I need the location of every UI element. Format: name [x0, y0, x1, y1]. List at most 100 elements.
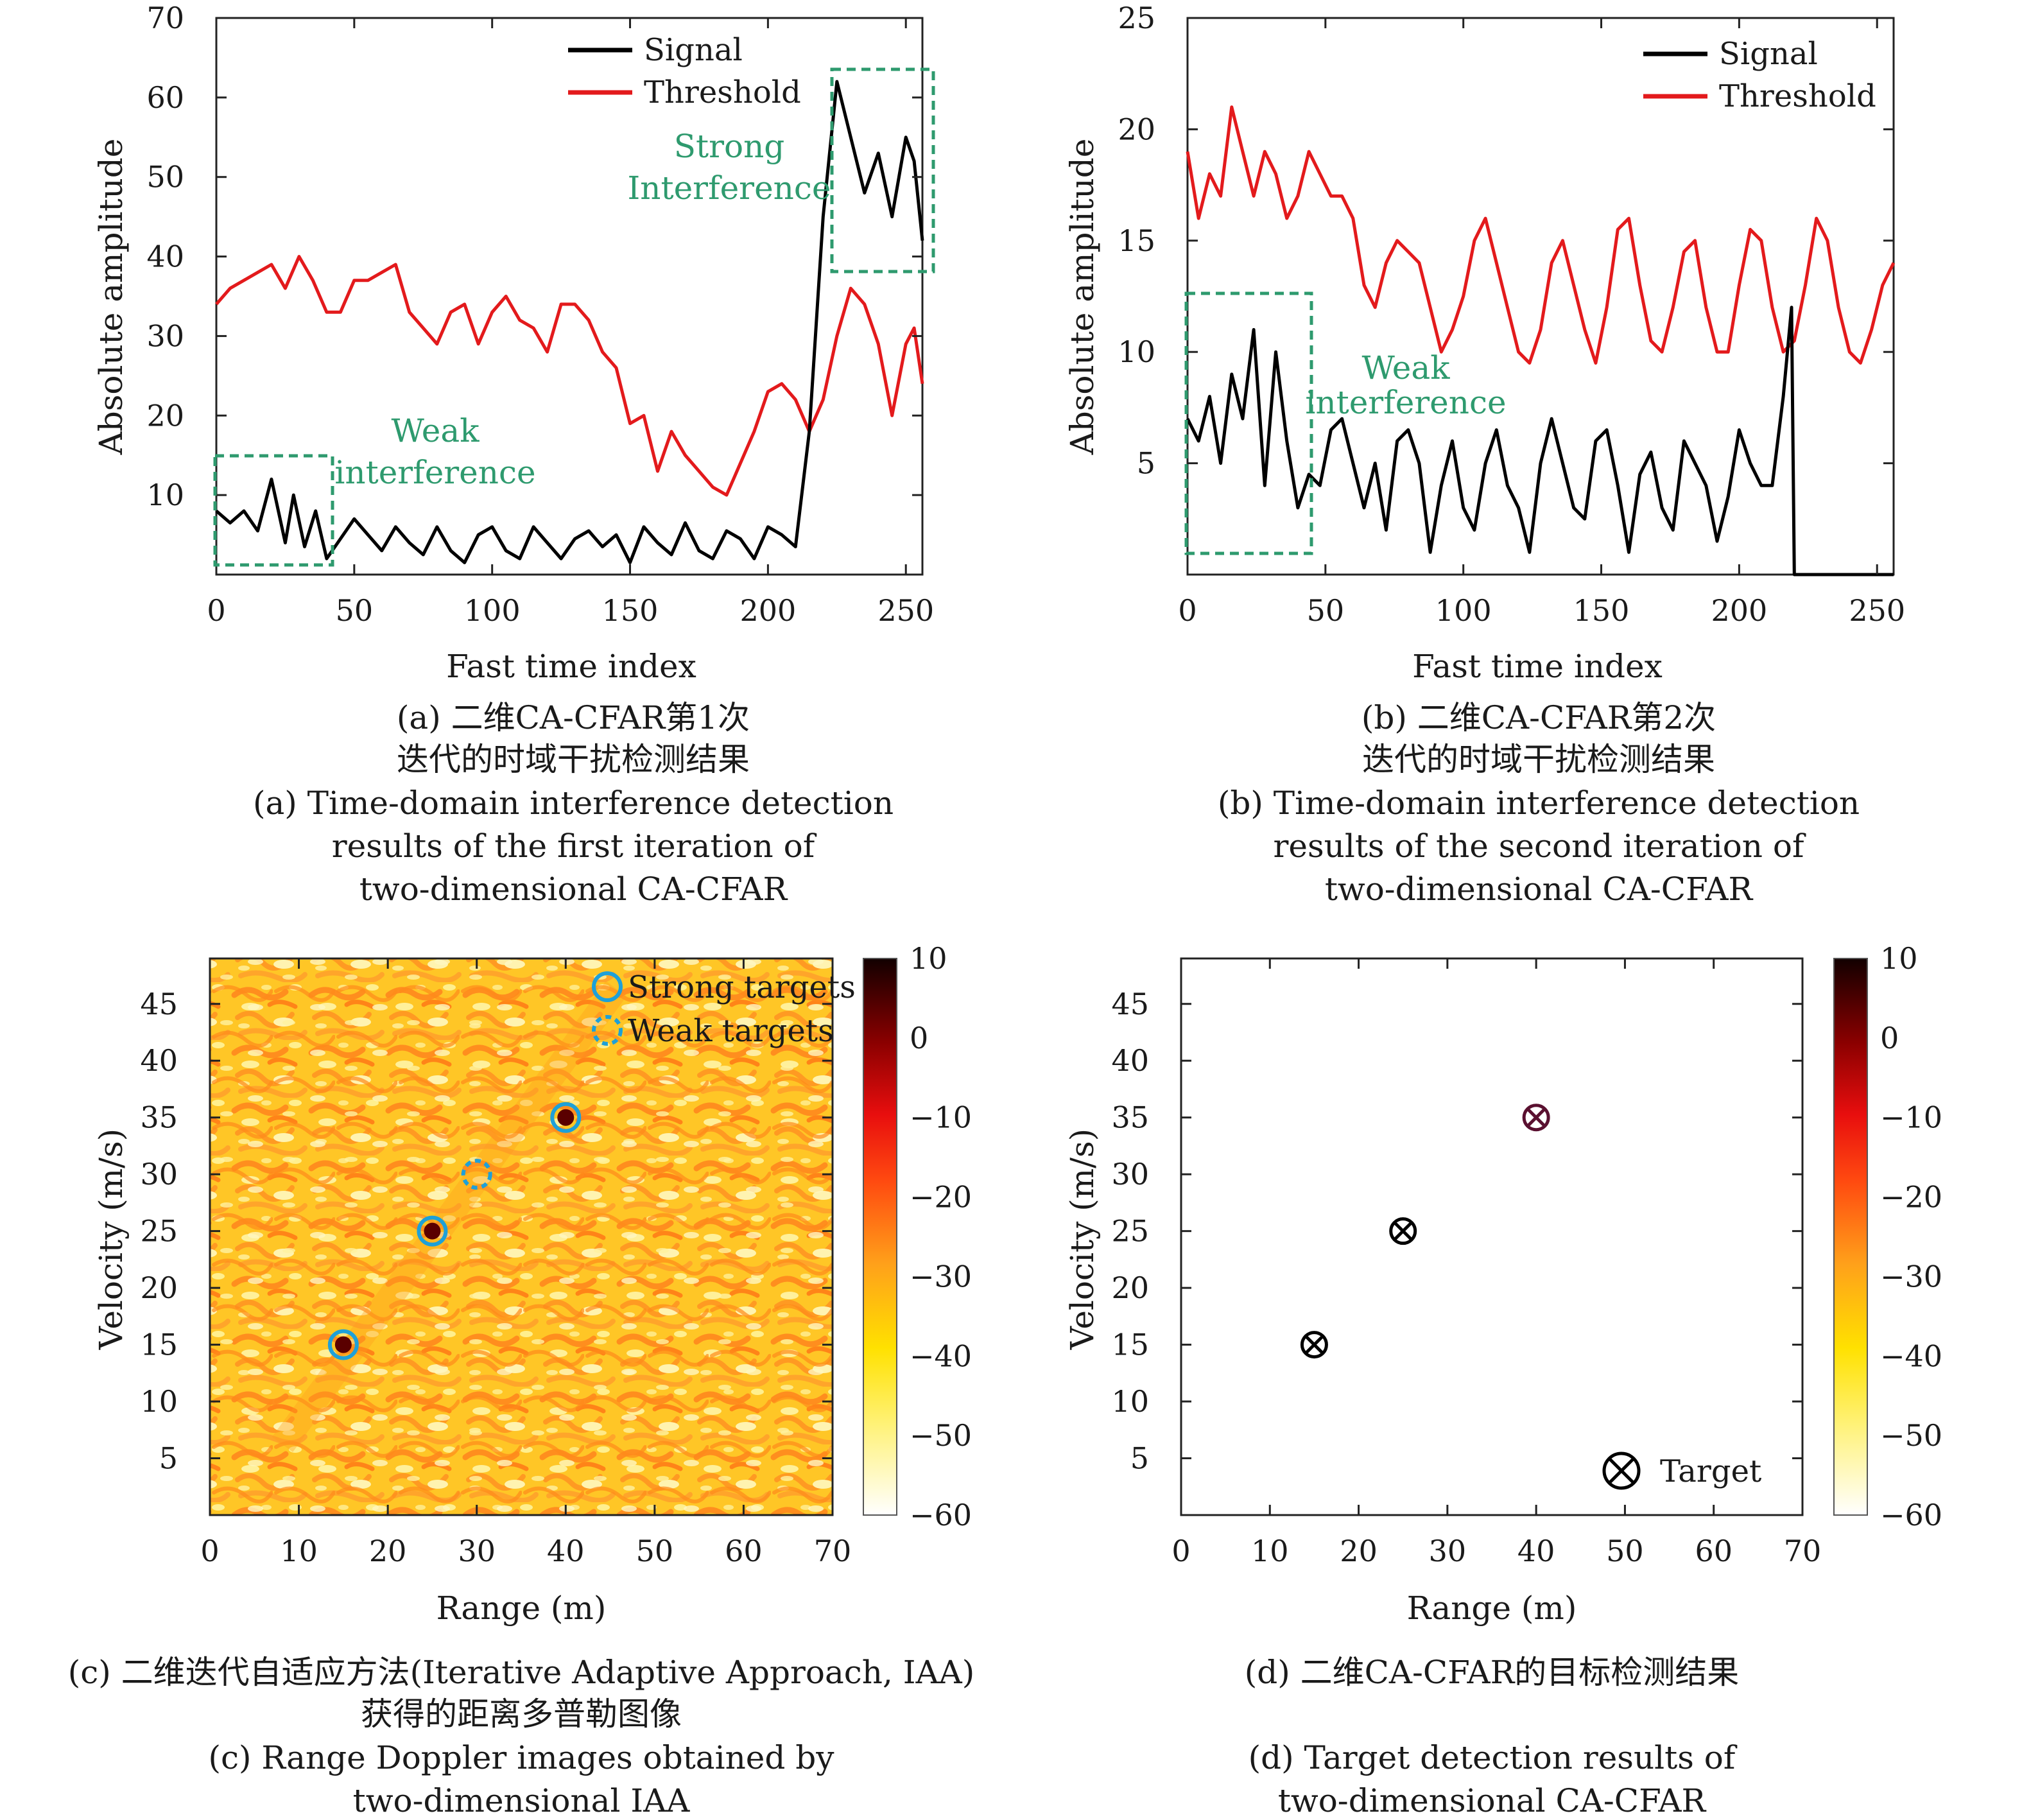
caption-c: (c) 二维迭代自适应方法(Iterative Adaptive Approac… [68, 1654, 975, 1819]
threshold-line-a [215, 255, 924, 497]
annotation-weak-a: Weak [391, 412, 480, 449]
x-tick-label-c-0: 0 [200, 1534, 219, 1568]
threshold-line-b [1186, 105, 1896, 365]
legend-weak-target-marker [592, 1015, 623, 1046]
colorbar-tick-label-c-6: −50 [910, 1418, 972, 1453]
y-tick-label-c-4: 25 [140, 1214, 178, 1249]
caption-b-line-1: (b) 二维CA-CFAR第2次 [1361, 699, 1716, 736]
legend-strong-target-marker [592, 971, 623, 1002]
legend-signal-label-a: Signal [644, 32, 743, 68]
x-tick-label-c-1: 10 [280, 1534, 318, 1568]
legend-signal-label-b: Signal [1719, 36, 1818, 72]
y-axis-label-c: Velocity (m/s) [92, 1129, 130, 1350]
caption-a-line-3: (a) Time-domain interference detection [253, 784, 894, 822]
legend-c: Strong targets Weak targets [592, 969, 856, 1049]
x-tick-label-a-4: 200 [739, 593, 796, 628]
x-axis-label-b: Fast time index [1412, 648, 1663, 685]
caption-d-line-2: (d) Target detection results of [1249, 1739, 1738, 1776]
y-tick-label-b-3: 20 [1118, 112, 1155, 146]
x-tick-label-d-2: 20 [1340, 1534, 1378, 1568]
plot-area-c [209, 957, 834, 1516]
y-tick-label-d-7: 40 [1111, 1043, 1149, 1078]
y-tick-label-c-1: 10 [140, 1384, 178, 1419]
strong-target-marker-1 [417, 1215, 448, 1247]
caption-c-line-2: 获得的距离多普勒图像 [361, 1695, 682, 1733]
colorbar-tick-label-d-0: 10 [1880, 941, 1918, 976]
x-tick-label-b-1: 50 [1307, 593, 1345, 628]
colorbar-tick-label-d-7: −60 [1880, 1498, 1942, 1532]
strong-target-spot-1 [424, 1222, 441, 1240]
colorbar-ticks-c: 10 0 −10 −20 −30 −40 −50 −60 [910, 941, 972, 1532]
heatmap-c-diagonal-streak [272, 981, 627, 1452]
legend-b: Signal Threshold [1643, 36, 1876, 114]
legend-a: Signal Threshold [568, 32, 801, 110]
targets-group-c [327, 1102, 582, 1360]
y-tick-label-d-4: 25 [1111, 1214, 1149, 1249]
x-tick-label-c-3: 30 [458, 1534, 496, 1568]
caption-a: (a) 二维CA-CFAR第1次 迭代的时域干扰检测结果 (a) Time-do… [253, 699, 894, 908]
caption-a-line-2: 迭代的时域干扰检测结果 [397, 741, 750, 778]
caption-a-line-1: (a) 二维CA-CFAR第1次 [397, 699, 750, 736]
y-tick-label-a-3: 40 [146, 239, 184, 274]
y-tick-label-a-4: 50 [146, 160, 184, 195]
caption-a-line-5: two-dimensional CA-CFAR [359, 871, 788, 908]
colorbar-c [863, 958, 897, 1516]
weak-interference-box-b [1184, 291, 1313, 555]
x-tick-label-b-2: 100 [1435, 593, 1492, 628]
colorbar-tick-label-c-5: −40 [910, 1339, 972, 1373]
y-tick-label-b-1: 10 [1118, 334, 1155, 369]
caption-b-line-2: 迭代的时域干扰检测结果 [1362, 741, 1715, 778]
x-tick-label-c-2: 20 [369, 1534, 407, 1568]
target-marker-0 [1300, 1331, 1328, 1359]
y-tick-label-c-5: 30 [140, 1157, 178, 1192]
caption-b-line-3: (b) Time-domain interference detection [1218, 784, 1860, 822]
annotation-weak-interference-a: interference [334, 454, 535, 491]
caption-b-line-4: results of the second iteration of [1273, 828, 1806, 865]
y-tick-label-c-2: 15 [140, 1328, 178, 1362]
strong-interference-box-a [830, 67, 935, 273]
annotation-interference: Interference [628, 169, 831, 207]
colorbar-tick-label-c-7: −60 [910, 1498, 972, 1532]
ticks-group-d: 0 10 20 30 40 50 60 70 5 10 15 20 25 30 35 40 45 [1111, 958, 1821, 1568]
x-tick-label-d-7: 70 [1784, 1534, 1822, 1568]
annotation-strong: Strong [674, 128, 785, 165]
colorbar-tick-label-d-2: −10 [1880, 1100, 1942, 1135]
caption-a-line-4: results of the first iteration of [332, 828, 817, 865]
colorbar-tick-label-c-0: 10 [910, 941, 947, 976]
strong-target-marker-0 [327, 1329, 359, 1360]
x-tick-label-a-3: 150 [602, 593, 659, 628]
x-axis-label-d: Range (m) [1407, 1590, 1577, 1627]
annotation-weak-b: Weak [1361, 349, 1450, 386]
legend-threshold-label-a: Threshold [644, 74, 801, 110]
legend-weak-target-label: Weak targets [628, 1013, 834, 1049]
legend-d: Target [1602, 1452, 1761, 1490]
y-tick-label-d-8: 45 [1111, 987, 1149, 1021]
x-tick-label-a-5: 250 [877, 593, 934, 628]
target-marker-2 [1522, 1104, 1550, 1132]
y-tick-label-c-0: 5 [159, 1441, 178, 1476]
colorbar-ticks-d: 10 0 −10 −20 −30 −40 −50 −60 [1880, 941, 1942, 1532]
caption-d-line-3: two-dimensional CA-CFAR [1278, 1782, 1707, 1819]
x-tick-label-b-4: 200 [1711, 593, 1767, 628]
x-tick-label-c-5: 50 [636, 1534, 674, 1568]
caption-d-line-1: (d) 二维CA-CFAR的目标检测结果 [1245, 1654, 1740, 1691]
colorbar-tick-label-c-3: −20 [910, 1180, 972, 1215]
y-tick-label-d-3: 20 [1111, 1270, 1149, 1305]
x-tick-label-d-5: 50 [1606, 1534, 1644, 1568]
signal-line-a [215, 80, 924, 564]
colorbar-tick-label-c-1: 0 [910, 1021, 928, 1055]
y-tick-label-b-4: 25 [1118, 1, 1155, 35]
targets-group-d [1300, 1104, 1550, 1359]
x-tick-label-c-7: 70 [814, 1534, 852, 1568]
x-tick-label-d-0: 0 [1171, 1534, 1190, 1568]
caption-c-line-1: (c) 二维迭代自适应方法(Iterative Adaptive Approac… [68, 1654, 975, 1691]
colorbar-tick-label-d-1: 0 [1880, 1021, 1899, 1055]
y-axis-label-b: Absolute amplitude [1064, 139, 1101, 456]
strong-target-marker-2 [550, 1102, 582, 1133]
heatmap-c-texture [210, 958, 833, 1515]
colorbar-d [1833, 958, 1868, 1516]
y-tick-label-d-5: 30 [1111, 1157, 1149, 1192]
series-group-b [1186, 105, 1896, 576]
